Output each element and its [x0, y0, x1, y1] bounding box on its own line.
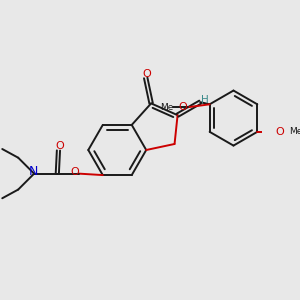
- Text: O: O: [55, 141, 64, 152]
- Text: O: O: [70, 167, 79, 178]
- Text: O: O: [143, 69, 152, 80]
- Text: Me: Me: [160, 103, 174, 112]
- Text: H: H: [201, 95, 208, 105]
- Text: O: O: [275, 127, 284, 137]
- Text: O: O: [178, 102, 187, 112]
- Text: Me: Me: [289, 127, 300, 136]
- Text: N: N: [28, 165, 38, 178]
